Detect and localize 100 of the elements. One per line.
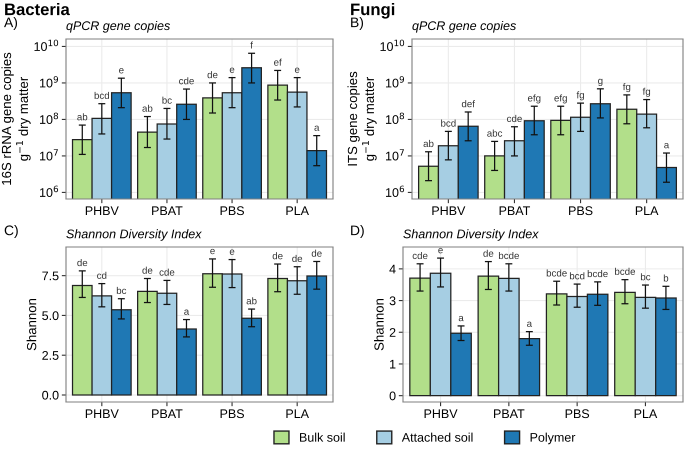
data-label: bcde	[615, 268, 636, 275]
x-tick-label: PLA	[634, 409, 658, 418]
x-tick-label: PBS	[566, 409, 590, 418]
text: Fungi	[351, 3, 394, 19]
data-label: e	[210, 248, 215, 254]
data-label: e	[438, 248, 443, 254]
data-label: def	[462, 100, 475, 108]
data-label: cde	[507, 114, 522, 122]
data-label: cd	[97, 272, 106, 279]
data-label: de	[208, 71, 218, 78]
y-tick-label: 10$^{10}$	[380, 40, 404, 52]
y-tick-label: 10$^{9}$	[40, 76, 58, 88]
data-label: a	[314, 126, 320, 131]
data-label: a	[184, 310, 190, 315]
chart-title: Shannon Diversity Index	[403, 229, 539, 241]
data-label: cde	[160, 268, 174, 276]
data-label: bcd	[441, 120, 456, 127]
x-tick-label: PBAT	[500, 206, 530, 216]
x-tick-label: PBS	[220, 206, 244, 216]
data-label: f	[250, 41, 253, 48]
x-tick-label: PBAT	[152, 409, 183, 418]
data-label: ab	[424, 140, 434, 148]
data-label: a	[664, 143, 670, 148]
y-tick-label: 3	[390, 296, 396, 306]
data-label: bc	[640, 273, 650, 280]
x-tick-label: PBAT	[494, 409, 524, 418]
y-tick-label: 4	[389, 264, 396, 274]
chart-title: Shannon Diversity Index	[66, 229, 202, 241]
text: Bacteria	[5, 3, 70, 16]
y-tick-label: 0	[390, 391, 396, 400]
data-label: bcde	[588, 270, 608, 278]
data-label: fg	[576, 91, 584, 100]
y-tick-label: 1	[390, 360, 396, 368]
x-tick-label: PHBV	[86, 206, 119, 216]
data-label: efg	[554, 94, 567, 104]
data-label: a	[527, 322, 532, 327]
data-label: g	[598, 78, 602, 86]
y-axis-title: Shannon	[374, 298, 384, 350]
legend-label: Attached soil	[402, 432, 473, 442]
data-label: e	[230, 250, 234, 255]
data-label: ab	[77, 113, 88, 120]
data-label: de	[312, 250, 322, 257]
y-tick-label: 5.0	[42, 311, 59, 320]
data-label: b	[664, 274, 668, 282]
y-axis-title: ITS gene copies g$^{−1}$ dry matter	[347, 72, 377, 166]
data-label: ab	[246, 297, 257, 304]
data-label: abc	[487, 130, 502, 137]
y-axis-title: 16S rRNA gene copies g$^{−1}$ dry matter	[1, 52, 31, 185]
data-label: cde	[412, 252, 428, 260]
y-axis-title: Shannon	[26, 298, 36, 350]
y-tick-label: 2	[390, 328, 396, 337]
data-label: efg	[528, 94, 540, 104]
data-label: bcd	[94, 92, 110, 99]
data-label: de	[292, 254, 302, 262]
x-tick-label: PHBV	[86, 409, 119, 418]
data-label: e	[230, 68, 234, 73]
data-label: de	[483, 250, 494, 257]
x-tick-label: PBAT	[152, 206, 183, 216]
y-tick-label: 10$^{7}$	[386, 149, 404, 160]
y-tick-label: 10$^{8}$	[40, 112, 58, 124]
data-label: de	[142, 266, 152, 274]
x-tick-label: PLA	[286, 206, 309, 216]
y-tick-label: 10$^{8}$	[386, 112, 404, 124]
x-tick-label: PBS	[220, 409, 244, 418]
x-tick-label: PLA	[636, 206, 658, 216]
y-tick-label: 10$^{6}$	[40, 186, 58, 197]
x-tick-label: PHBV	[432, 206, 466, 216]
legend-label: Bulk soil	[300, 432, 345, 442]
data-label: cde	[179, 77, 194, 84]
data-label: de	[77, 259, 88, 266]
data-label: bc	[116, 286, 126, 294]
text: C)	[4, 225, 18, 238]
chart-title: qPCR gene copies	[66, 20, 170, 33]
y-tick-label: 2.5	[42, 351, 59, 360]
y-tick-label: 10$^{10}$	[34, 40, 58, 52]
data-label: a	[458, 316, 464, 322]
data-label: ab	[142, 104, 152, 112]
text: B)	[351, 17, 364, 30]
data-label: ef	[274, 58, 282, 66]
text: A)	[4, 17, 18, 30]
x-tick-label: PHBV	[424, 409, 458, 418]
data-label: fg	[642, 88, 650, 97]
data-label: e	[119, 68, 124, 74]
y-tick-label: 10$^{6}$	[386, 186, 404, 197]
data-label: bcd	[570, 272, 584, 280]
data-label: bc	[162, 96, 172, 104]
x-tick-label: PBS	[569, 206, 592, 216]
text: D)	[351, 225, 364, 238]
legend-label: Polymer	[530, 432, 576, 444]
x-tick-label: PLA	[286, 409, 309, 418]
y-tick-label: 7.5	[42, 272, 59, 280]
data-label: fg	[622, 83, 630, 92]
data-label: bcde	[498, 252, 519, 260]
data-label: de	[272, 252, 283, 260]
y-tick-label: 0.0	[42, 390, 59, 400]
y-tick-label: 10$^{7}$	[40, 149, 58, 160]
data-label: e	[294, 68, 300, 73]
y-tick-label: 10$^{9}$	[386, 76, 404, 88]
chart-title: qPCR gene copies	[412, 20, 516, 33]
data-label: bcde	[546, 269, 567, 277]
